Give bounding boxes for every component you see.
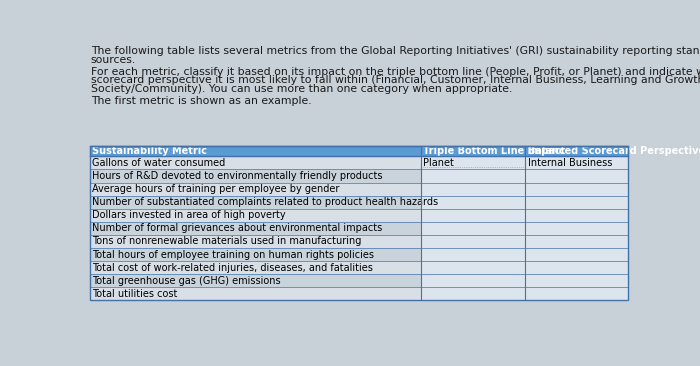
Text: Triple Bottom Line Impact: Triple Bottom Line Impact: [423, 146, 565, 156]
Text: Total cost of work-related injuries, diseases, and fatalities: Total cost of work-related injuries, dis…: [92, 263, 373, 273]
Bar: [421, 287, 628, 300]
Text: Total hours of employee training on human rights policies: Total hours of employee training on huma…: [92, 250, 374, 259]
Bar: [421, 235, 628, 248]
Text: sources.: sources.: [90, 55, 136, 65]
Bar: [421, 261, 628, 274]
Text: Hours of R&D devoted to environmentally friendly products: Hours of R&D devoted to environmentally …: [92, 171, 383, 181]
Bar: [90, 146, 628, 300]
Bar: [421, 169, 628, 183]
Bar: [90, 156, 421, 169]
Text: Average hours of training per employee by gender: Average hours of training per employee b…: [92, 184, 340, 194]
Text: Number of formal grievances about environmental impacts: Number of formal grievances about enviro…: [92, 223, 382, 234]
Bar: [421, 183, 628, 195]
Bar: [421, 222, 628, 235]
Bar: [90, 287, 421, 300]
Bar: [90, 222, 421, 235]
Text: Total utilities cost: Total utilities cost: [92, 289, 178, 299]
Bar: [421, 248, 628, 261]
Bar: [90, 209, 421, 222]
Text: Internal Business: Internal Business: [528, 158, 612, 168]
Bar: [421, 274, 628, 287]
Text: Dollars invested in area of high poverty: Dollars invested in area of high poverty: [92, 210, 286, 220]
Text: Planet: Planet: [423, 158, 454, 168]
Bar: [90, 235, 421, 248]
Text: Sustainability Metric: Sustainability Metric: [92, 146, 207, 156]
Bar: [90, 183, 421, 195]
Bar: [90, 146, 628, 156]
Bar: [90, 274, 421, 287]
Bar: [421, 195, 628, 209]
Bar: [90, 195, 421, 209]
Bar: [421, 209, 628, 222]
Text: Society/Community). You can use more than one category when appropriate.: Society/Community). You can use more tha…: [90, 84, 512, 94]
Text: Total greenhouse gas (GHG) emissions: Total greenhouse gas (GHG) emissions: [92, 276, 281, 286]
Text: For each metric, classify it based on its impact on the triple bottom line (Peop: For each metric, classify it based on it…: [90, 67, 700, 77]
Bar: [90, 261, 421, 274]
Text: Gallons of water consumed: Gallons of water consumed: [92, 158, 225, 168]
Bar: [90, 248, 421, 261]
Text: The first metric is shown as an example.: The first metric is shown as an example.: [90, 96, 312, 106]
Text: Number of substantiated complaints related to product health hazards: Number of substantiated complaints relat…: [92, 197, 438, 207]
Text: scorecard perspective it is most likely to fall within (Financial, Customer, Int: scorecard perspective it is most likely …: [90, 75, 700, 86]
Text: Tons of nonrenewable materials used in manufacturing: Tons of nonrenewable materials used in m…: [92, 236, 361, 246]
Bar: [90, 169, 421, 183]
Text: Balanced Scorecard Perspective: Balanced Scorecard Perspective: [528, 146, 700, 156]
Bar: [421, 156, 628, 169]
Text: The following table lists several metrics from the Global Reporting Initiatives': The following table lists several metric…: [90, 46, 700, 56]
